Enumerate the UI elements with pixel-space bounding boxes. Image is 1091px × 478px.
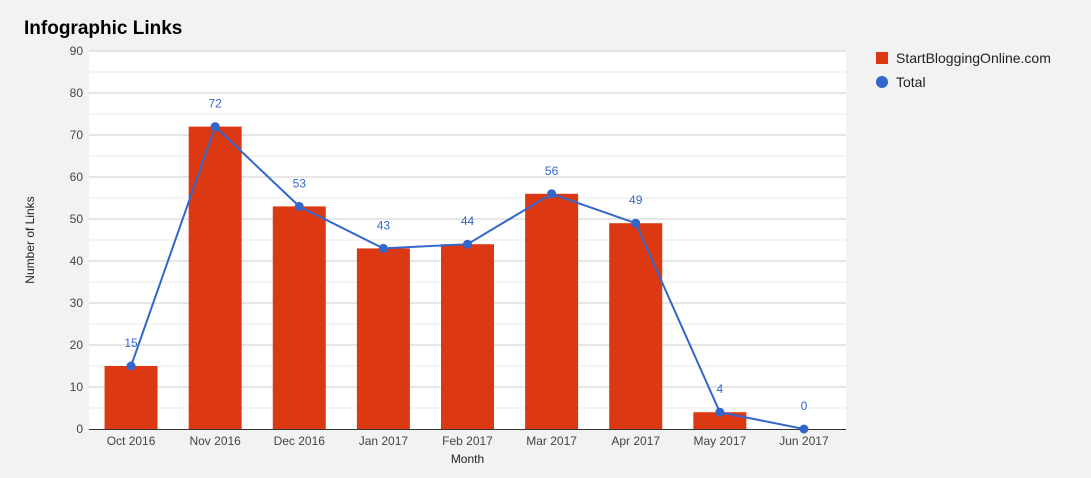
x-tick-label: Jan 2017 [359,434,409,448]
line-point [463,239,472,249]
data-label: 49 [629,193,643,207]
y-tick-label: 30 [70,296,84,310]
y-tick-label: 70 [70,128,84,142]
bar [356,248,410,429]
x-tick-label: Feb 2017 [442,434,493,448]
y-tick-label: 10 [70,380,84,394]
y-tick-label: 40 [70,254,84,268]
x-axis-title: Month [451,452,484,466]
bar [104,366,158,429]
bar [693,412,747,429]
y-tick-label: 60 [70,170,84,184]
legend-label: StartBloggingOnline.com [896,50,1051,66]
data-label: 53 [293,176,307,190]
line-point [799,424,809,434]
legend-swatch-line [876,76,888,88]
y-tick-label: 20 [70,338,84,352]
x-tick-label: Oct 2016 [107,434,156,448]
x-tick-label: Nov 2016 [189,434,241,448]
line-point [210,122,220,132]
data-label: 44 [461,214,475,228]
data-label: 56 [545,164,559,178]
x-tick-label: Mar 2017 [526,434,577,448]
data-label: 4 [716,382,723,396]
x-tick-label: May 2017 [693,434,746,448]
y-tick-label: 90 [70,44,84,58]
x-tick-label: Jun 2017 [779,434,829,448]
x-tick-label: Dec 2016 [274,434,326,448]
line-point [715,407,725,417]
line-point [294,201,304,211]
legend-label: Total [896,74,926,90]
line-point [378,243,388,253]
chart-title: Infographic Links [24,18,182,39]
legend-swatch-bar [876,52,888,64]
bar [188,126,242,429]
y-tick-label: 80 [70,86,84,100]
data-label: 15 [124,336,138,350]
line-point [547,189,557,199]
data-label: 43 [377,218,391,232]
y-axis-title: Number of Links [23,196,37,283]
bar [525,193,579,429]
y-tick-label: 50 [70,212,84,226]
data-label: 0 [801,399,808,413]
data-label: 72 [208,97,222,111]
x-tick-label: Apr 2017 [611,434,660,448]
bar [609,223,663,429]
line-point [631,218,641,228]
bar [441,244,494,429]
line-point [126,361,136,371]
bar [272,206,326,429]
y-tick-label: 0 [76,422,83,436]
